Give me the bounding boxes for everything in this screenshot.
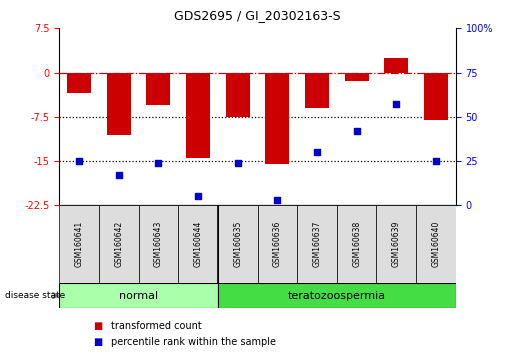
Bar bbox=[384, 58, 408, 73]
Bar bbox=[59, 283, 218, 308]
Text: GSM160639: GSM160639 bbox=[392, 221, 401, 268]
Bar bbox=[258, 205, 297, 283]
Bar bbox=[218, 205, 258, 283]
Bar bbox=[59, 205, 99, 283]
Bar bbox=[67, 73, 91, 93]
Bar bbox=[99, 205, 139, 283]
Bar bbox=[107, 73, 131, 135]
Point bbox=[75, 158, 83, 164]
Bar bbox=[178, 205, 218, 283]
Point bbox=[234, 160, 242, 166]
Text: teratozoospermia: teratozoospermia bbox=[288, 291, 386, 301]
Bar bbox=[337, 205, 376, 283]
Bar bbox=[186, 73, 210, 158]
Point bbox=[114, 172, 123, 178]
Bar bbox=[226, 73, 250, 117]
Text: GSM160641: GSM160641 bbox=[75, 221, 83, 267]
Text: ■: ■ bbox=[93, 321, 102, 331]
Text: GSM160640: GSM160640 bbox=[432, 221, 440, 268]
Point bbox=[432, 158, 440, 164]
Text: GSM160642: GSM160642 bbox=[114, 221, 123, 267]
Bar bbox=[424, 73, 448, 120]
Text: GSM160638: GSM160638 bbox=[352, 221, 361, 267]
Text: GSM160636: GSM160636 bbox=[273, 221, 282, 268]
Point bbox=[352, 128, 360, 134]
Bar bbox=[146, 73, 170, 105]
Text: GSM160635: GSM160635 bbox=[233, 221, 242, 268]
Text: ■: ■ bbox=[93, 337, 102, 347]
Bar bbox=[297, 205, 337, 283]
Text: GSM160643: GSM160643 bbox=[154, 221, 163, 268]
Bar bbox=[416, 205, 456, 283]
Bar bbox=[345, 73, 369, 81]
Bar bbox=[376, 205, 416, 283]
Point bbox=[313, 149, 321, 155]
Text: normal: normal bbox=[119, 291, 158, 301]
Text: GDS2695 / GI_20302163-S: GDS2695 / GI_20302163-S bbox=[174, 9, 341, 22]
Bar bbox=[305, 73, 329, 108]
Bar bbox=[218, 283, 456, 308]
Text: percentile rank within the sample: percentile rank within the sample bbox=[111, 337, 276, 347]
Bar bbox=[265, 73, 289, 164]
Point bbox=[273, 197, 281, 203]
Point bbox=[154, 160, 163, 166]
Text: transformed count: transformed count bbox=[111, 321, 201, 331]
Point bbox=[194, 194, 202, 199]
Point bbox=[392, 102, 401, 107]
Bar bbox=[139, 205, 178, 283]
Text: disease state: disease state bbox=[5, 291, 65, 300]
Text: GSM160644: GSM160644 bbox=[194, 221, 202, 268]
Text: GSM160637: GSM160637 bbox=[313, 221, 321, 268]
